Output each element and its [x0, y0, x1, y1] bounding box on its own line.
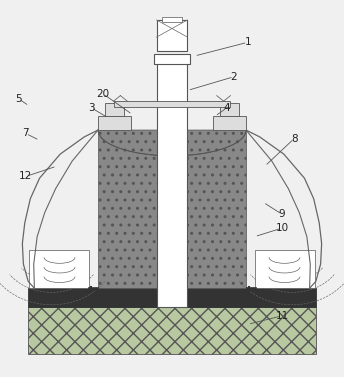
- Text: 3: 3: [88, 103, 95, 113]
- Bar: [162, 17, 182, 21]
- Text: 4: 4: [224, 103, 230, 113]
- Bar: [255, 250, 315, 288]
- Text: 10: 10: [276, 223, 289, 233]
- Bar: [98, 116, 131, 130]
- Text: 11: 11: [276, 311, 289, 321]
- Bar: [28, 307, 316, 354]
- Bar: [213, 116, 246, 130]
- Bar: [246, 287, 256, 290]
- Text: 9: 9: [279, 209, 286, 219]
- Text: 1: 1: [244, 37, 251, 47]
- Bar: [157, 20, 187, 51]
- Bar: [220, 103, 239, 116]
- Bar: [98, 130, 246, 288]
- Bar: [88, 287, 98, 290]
- Text: 8: 8: [291, 133, 298, 144]
- Text: 12: 12: [19, 172, 32, 181]
- Bar: [29, 250, 89, 288]
- Bar: [28, 288, 316, 307]
- Polygon shape: [98, 130, 246, 156]
- Text: 2: 2: [230, 72, 237, 82]
- Text: 7: 7: [22, 129, 29, 138]
- Text: 20: 20: [97, 89, 110, 99]
- Bar: [154, 54, 190, 64]
- Bar: [105, 103, 124, 116]
- Bar: [114, 101, 230, 107]
- Bar: [157, 58, 187, 307]
- Text: 5: 5: [15, 94, 22, 104]
